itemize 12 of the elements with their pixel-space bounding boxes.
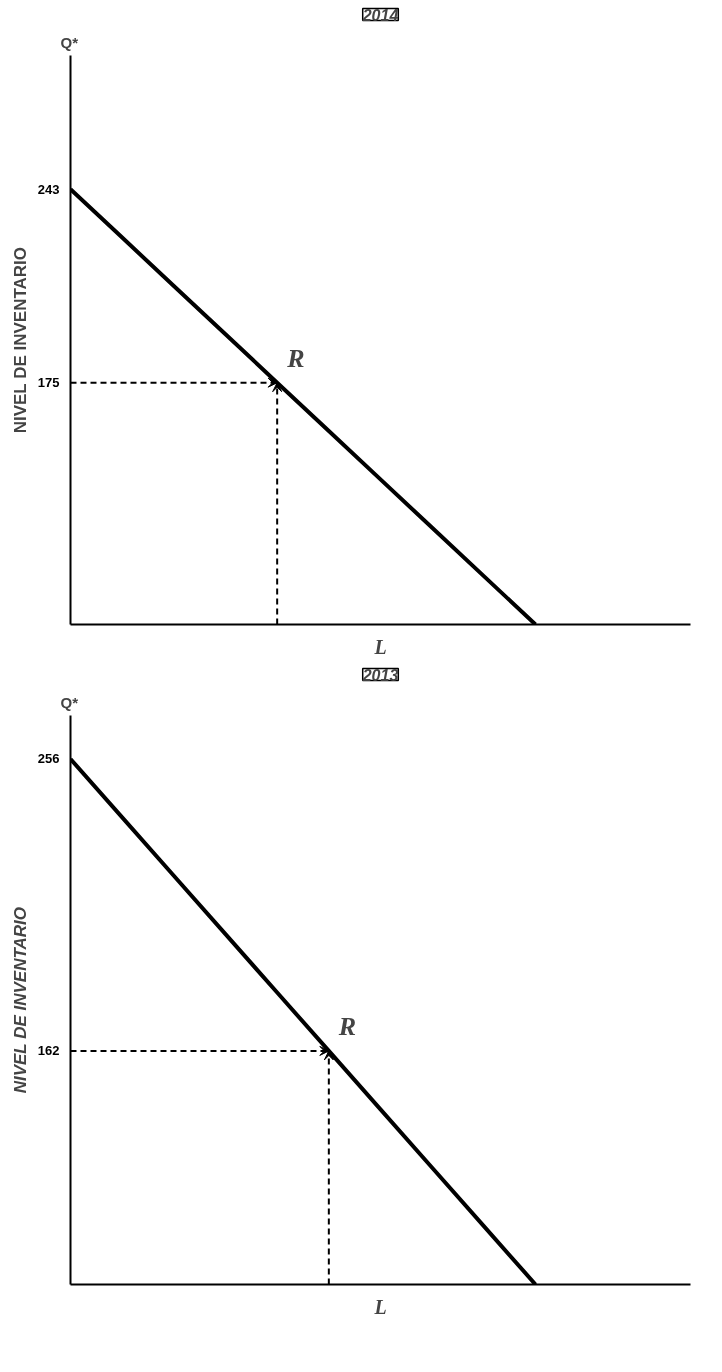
annotation: R <box>337 1011 357 1041</box>
y-tick-label: 243 <box>37 181 60 197</box>
y-tick-label: 175 <box>37 375 60 391</box>
x-axis-title: L <box>373 1295 387 1318</box>
y-tick-label: 162 <box>37 1043 60 1059</box>
text: Q* <box>60 693 79 711</box>
y-axis-title: NIVEL DE INVENTARIO <box>10 246 30 434</box>
annotation: R <box>286 343 305 373</box>
y-axis-title: NIVEL DE INVENTARIO <box>10 906 30 1094</box>
y-tick-label: 256 <box>37 751 60 767</box>
x-axis-title: L <box>373 635 387 658</box>
text: Q* <box>60 33 79 51</box>
